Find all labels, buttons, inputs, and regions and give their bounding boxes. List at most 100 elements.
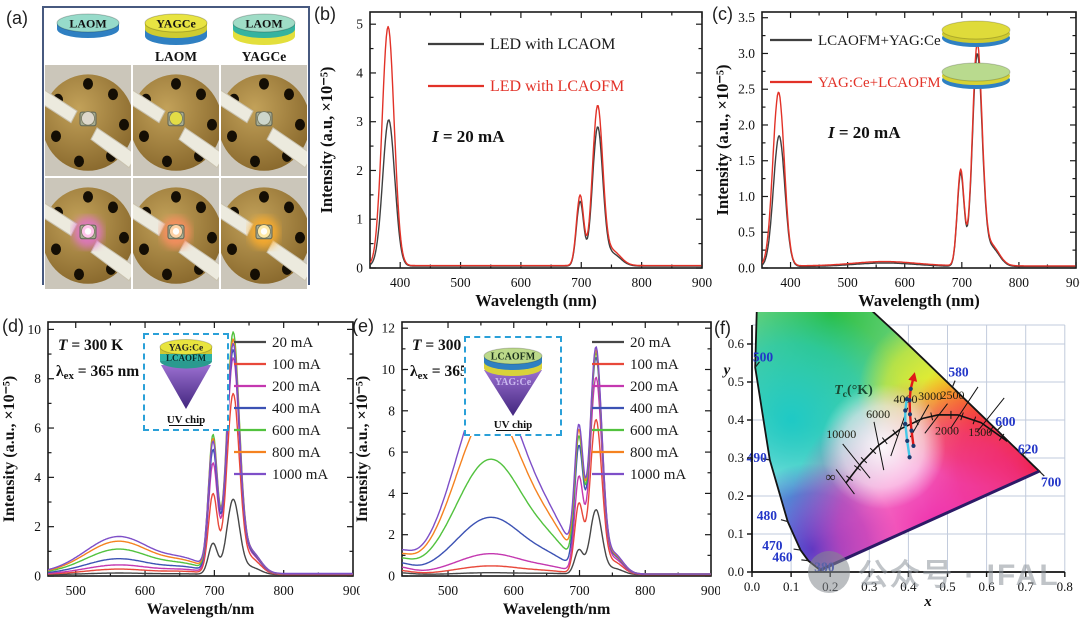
chart-panel-b: 400 500 600 700 800 900 0 1 2 3 4 5 Wavelength (nm) I…	[317, 11, 712, 310]
svg-text:6: 6	[388, 445, 395, 460]
svg-text:100 mA: 100 mA	[272, 357, 321, 373]
svg-text:0.5: 0.5	[939, 579, 955, 594]
panel-label-c: (c)	[712, 4, 733, 24]
spectra-series-group	[402, 346, 711, 576]
svg-text:500: 500	[838, 275, 859, 290]
svg-text:T = 300 K: T = 300 K	[412, 337, 477, 354]
spectrum-YAG:Ce+LCAOFM	[762, 42, 1076, 267]
svg-text:YAGCe: YAGCe	[156, 17, 196, 31]
probe-clip	[178, 240, 219, 282]
svg-text:800 mA: 800 mA	[630, 445, 679, 461]
plot-frame	[369, 11, 703, 269]
led-chip	[257, 111, 271, 126]
svg-text:Tc(°K): Tc(°K)	[834, 383, 873, 400]
inset-device-diagram-e: LCAOFM YAG:Ce UV chip	[464, 336, 562, 436]
probe-clip	[133, 202, 166, 237]
svg-text:700: 700	[1041, 475, 1062, 490]
svg-text:1000 mA: 1000 mA	[272, 467, 328, 483]
svg-text:600: 600	[995, 414, 1016, 429]
svg-text:0: 0	[356, 261, 363, 276]
svg-text:700: 700	[571, 275, 592, 290]
svg-text:10000: 10000	[826, 427, 856, 441]
spectra-series-group	[370, 25, 702, 267]
led-photo-1	[45, 65, 131, 176]
svg-text:YAG:Ce+LCAOFM: YAG:Ce+LCAOFM	[818, 75, 941, 91]
svg-text:LAOM: LAOM	[69, 17, 106, 31]
iso-cct-line	[950, 386, 979, 429]
svg-text:10: 10	[28, 322, 42, 337]
probe-clip	[266, 127, 307, 169]
svg-text:I = 20 mA: I = 20 mA	[827, 123, 901, 142]
svg-text:500: 500	[66, 583, 87, 598]
cie-diagram-panel-f: ∞10000600040003000250020001500Tc(°K)5004…	[722, 312, 1073, 610]
led-photo-3	[221, 65, 307, 176]
inset-d-bottom-layer-label: LCAOFM	[166, 353, 207, 363]
svg-text:2: 2	[34, 519, 41, 534]
svg-text:100 mA: 100 mA	[630, 357, 679, 373]
svg-text:600: 600	[511, 275, 531, 290]
svg-text:0.7: 0.7	[1018, 579, 1035, 594]
svg-text:3.0: 3.0	[738, 46, 755, 61]
svg-text:Intensity (a.u., ×10⁻⁵): Intensity (a.u., ×10⁻⁵)	[1, 376, 18, 522]
svg-text:0.2: 0.2	[728, 488, 744, 503]
svg-text:20 mA: 20 mA	[630, 335, 671, 351]
svg-text:2.0: 2.0	[738, 117, 755, 132]
spectrum-1000-mA	[48, 342, 353, 575]
spectra-series-group	[762, 42, 1076, 268]
svg-text:1.0: 1.0	[738, 189, 755, 204]
svg-text:800: 800	[1009, 275, 1030, 290]
svg-text:Wavelength/nm: Wavelength/nm	[147, 601, 255, 618]
svg-text:20 mA: 20 mA	[272, 335, 313, 351]
probe-clip	[221, 89, 254, 124]
panel-label-f: (f)	[714, 318, 731, 338]
iso-cct-line	[842, 443, 871, 479]
svg-text:900: 900	[343, 583, 360, 598]
svg-text:Wavelength (nm): Wavelength (nm)	[858, 291, 979, 310]
device-schematic-1: LAOM	[44, 8, 132, 64]
spectrum-LCAOFM+YAG:Ce	[762, 53, 1076, 268]
svg-text:0.8: 0.8	[1057, 579, 1073, 594]
svg-text:400: 400	[390, 275, 411, 290]
inset-e-chip-label: UV chip	[494, 419, 533, 431]
svg-text:0.0: 0.0	[738, 261, 755, 276]
uv-chip-cone	[484, 370, 542, 416]
svg-text:800: 800	[635, 583, 656, 598]
svg-text:0.3: 0.3	[728, 450, 744, 465]
device-schematic-3: LAOM YAGCe	[220, 8, 308, 64]
svg-text:6: 6	[34, 421, 41, 436]
led-chip	[81, 111, 95, 126]
svg-text:6000: 6000	[866, 407, 890, 421]
svg-text:LED with LCAOFM: LED with LCAOFM	[490, 78, 624, 95]
svg-text:LED with LCAOM: LED with LCAOM	[490, 36, 615, 53]
svg-text:0.6: 0.6	[978, 579, 995, 594]
svg-text:2: 2	[388, 527, 395, 542]
svg-text:900: 900	[701, 583, 720, 598]
svg-text:Intensity (a.u, ×10⁻⁵): Intensity (a.u, ×10⁻⁵)	[317, 67, 336, 214]
svg-text:400 mA: 400 mA	[630, 401, 679, 417]
probe-clip	[221, 202, 254, 237]
probe-clip	[133, 89, 166, 124]
svg-text:LAOM: LAOM	[245, 17, 282, 31]
inset-e-top-layer-label: LCAOFM	[491, 352, 536, 363]
panel-label-b: (b)	[314, 4, 336, 24]
svg-text:0.4: 0.4	[728, 412, 745, 427]
led-photo-6	[221, 178, 307, 289]
line-of-purples	[819, 469, 1040, 572]
probe-clip	[178, 127, 219, 169]
panel-label-e: (e)	[352, 316, 374, 336]
probe-clip	[266, 240, 307, 282]
svg-text:800: 800	[632, 275, 653, 290]
svg-text:8: 8	[34, 371, 41, 386]
svg-text:1500: 1500	[968, 425, 992, 439]
inset-d-top-layer-label: YAG:Ce	[169, 344, 203, 354]
led-photo-2	[133, 65, 219, 176]
svg-text:800: 800	[274, 583, 295, 598]
svg-text:∞: ∞	[826, 471, 836, 486]
svg-text:700: 700	[204, 583, 225, 598]
svg-text:Wavelength/nm: Wavelength/nm	[503, 601, 611, 618]
svg-text:0.5: 0.5	[728, 374, 744, 389]
svg-text:I = 20 mA: I = 20 mA	[431, 127, 505, 146]
svg-text:2000: 2000	[935, 423, 959, 437]
svg-text:2.5: 2.5	[738, 82, 755, 97]
